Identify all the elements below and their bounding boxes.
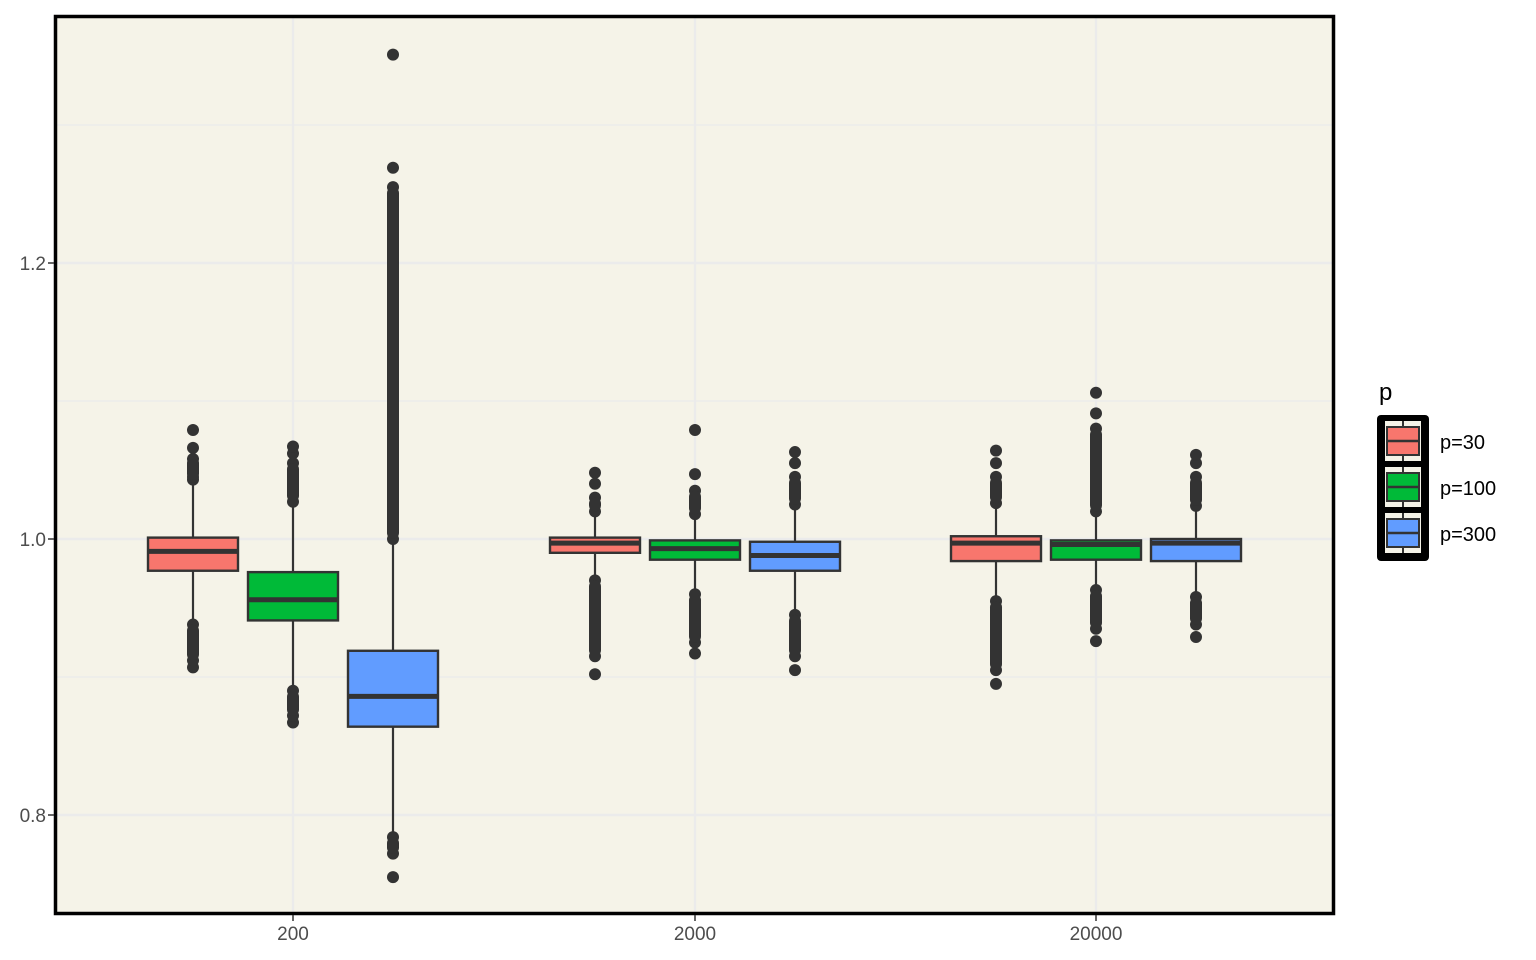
outlier-point: [387, 48, 399, 61]
outlier-band: [187, 624, 199, 661]
box-p=300-20000: [1149, 448, 1243, 643]
outlier-band: [689, 594, 701, 643]
y-axis: 0.8 1.0 1.2: [20, 254, 54, 827]
outlier-point: [990, 444, 1002, 457]
outlier-band: [1090, 428, 1102, 512]
outlier-band: [789, 476, 801, 505]
x-tick-label: 200: [277, 924, 309, 945]
box-p=30-200: [146, 423, 240, 674]
outlier-band: [589, 497, 601, 512]
outlier-point: [990, 457, 1002, 470]
legend-item-p=100[interactable]: p=100: [1385, 467, 1496, 507]
outlier-point: [1090, 386, 1102, 399]
outlier-point: [1190, 457, 1202, 470]
outlier-band: [990, 601, 1002, 671]
outlier-band: [387, 187, 399, 539]
outlier-point: [1190, 448, 1202, 461]
outlier-band: [589, 580, 601, 657]
legend-label: p=100: [1440, 478, 1496, 500]
legend: p p=30 p=100 p=300: [1377, 379, 1496, 561]
outlier-band: [689, 490, 701, 515]
outlier-band: [287, 690, 299, 716]
panel-border: [53, 14, 1336, 916]
outlier-point: [990, 677, 1002, 690]
legend-label: p=300: [1440, 524, 1496, 546]
outlier-point: [287, 440, 299, 453]
box-body: [246, 570, 340, 622]
outlier-point: [589, 466, 601, 479]
legend-item-p=300[interactable]: p=300: [1385, 513, 1496, 553]
outlier-band: [287, 463, 299, 502]
outlier-point: [1090, 635, 1102, 648]
outlier-point: [589, 668, 601, 681]
outlier-point: [789, 457, 801, 470]
outlier-band: [1190, 476, 1202, 506]
box-p=300-2000: [748, 446, 842, 677]
box-p=100-200: [246, 440, 340, 729]
legend-item-p=30[interactable]: p=30: [1385, 421, 1485, 461]
legend-label: p=30: [1440, 432, 1485, 454]
box-body: [146, 536, 240, 572]
outlier-point: [689, 468, 701, 481]
box-groups: [146, 48, 1243, 884]
grid-lines: [54, 15, 1335, 915]
outlier-point: [387, 871, 399, 884]
box-p=30-2000: [548, 466, 642, 681]
outlier-point: [1190, 630, 1202, 643]
y-tick-label: 1.2: [20, 254, 46, 275]
outlier-point: [689, 647, 701, 660]
y-tick-label: 0.8: [20, 806, 46, 827]
outlier-point: [689, 423, 701, 436]
outlier-band: [789, 614, 801, 657]
outlier-band: [990, 476, 1002, 504]
outlier-point: [187, 441, 199, 454]
outlier-point: [789, 446, 801, 459]
outlier-band: [387, 837, 399, 854]
legend-title: p: [1379, 379, 1392, 406]
outlier-band: [187, 458, 199, 480]
x-tick-label: 20000: [1070, 924, 1123, 945]
outlier-point: [387, 161, 399, 174]
box-p=300-200: [346, 48, 440, 884]
box-p=30-20000: [949, 444, 1043, 690]
outlier-point: [187, 423, 199, 436]
box-p=100-20000: [1049, 386, 1143, 648]
x-axis: 200 2000 20000: [277, 915, 1122, 945]
y-tick-label: 1.0: [20, 530, 46, 551]
outlier-point: [789, 664, 801, 677]
outlier-point: [589, 477, 601, 490]
x-tick-label: 2000: [674, 924, 716, 945]
box-p=100-2000: [648, 423, 742, 660]
outlier-band: [1090, 590, 1102, 629]
box-body: [346, 649, 440, 728]
outlier-point: [1090, 407, 1102, 420]
outlier-band: [1190, 596, 1202, 625]
box-body: [949, 535, 1043, 563]
